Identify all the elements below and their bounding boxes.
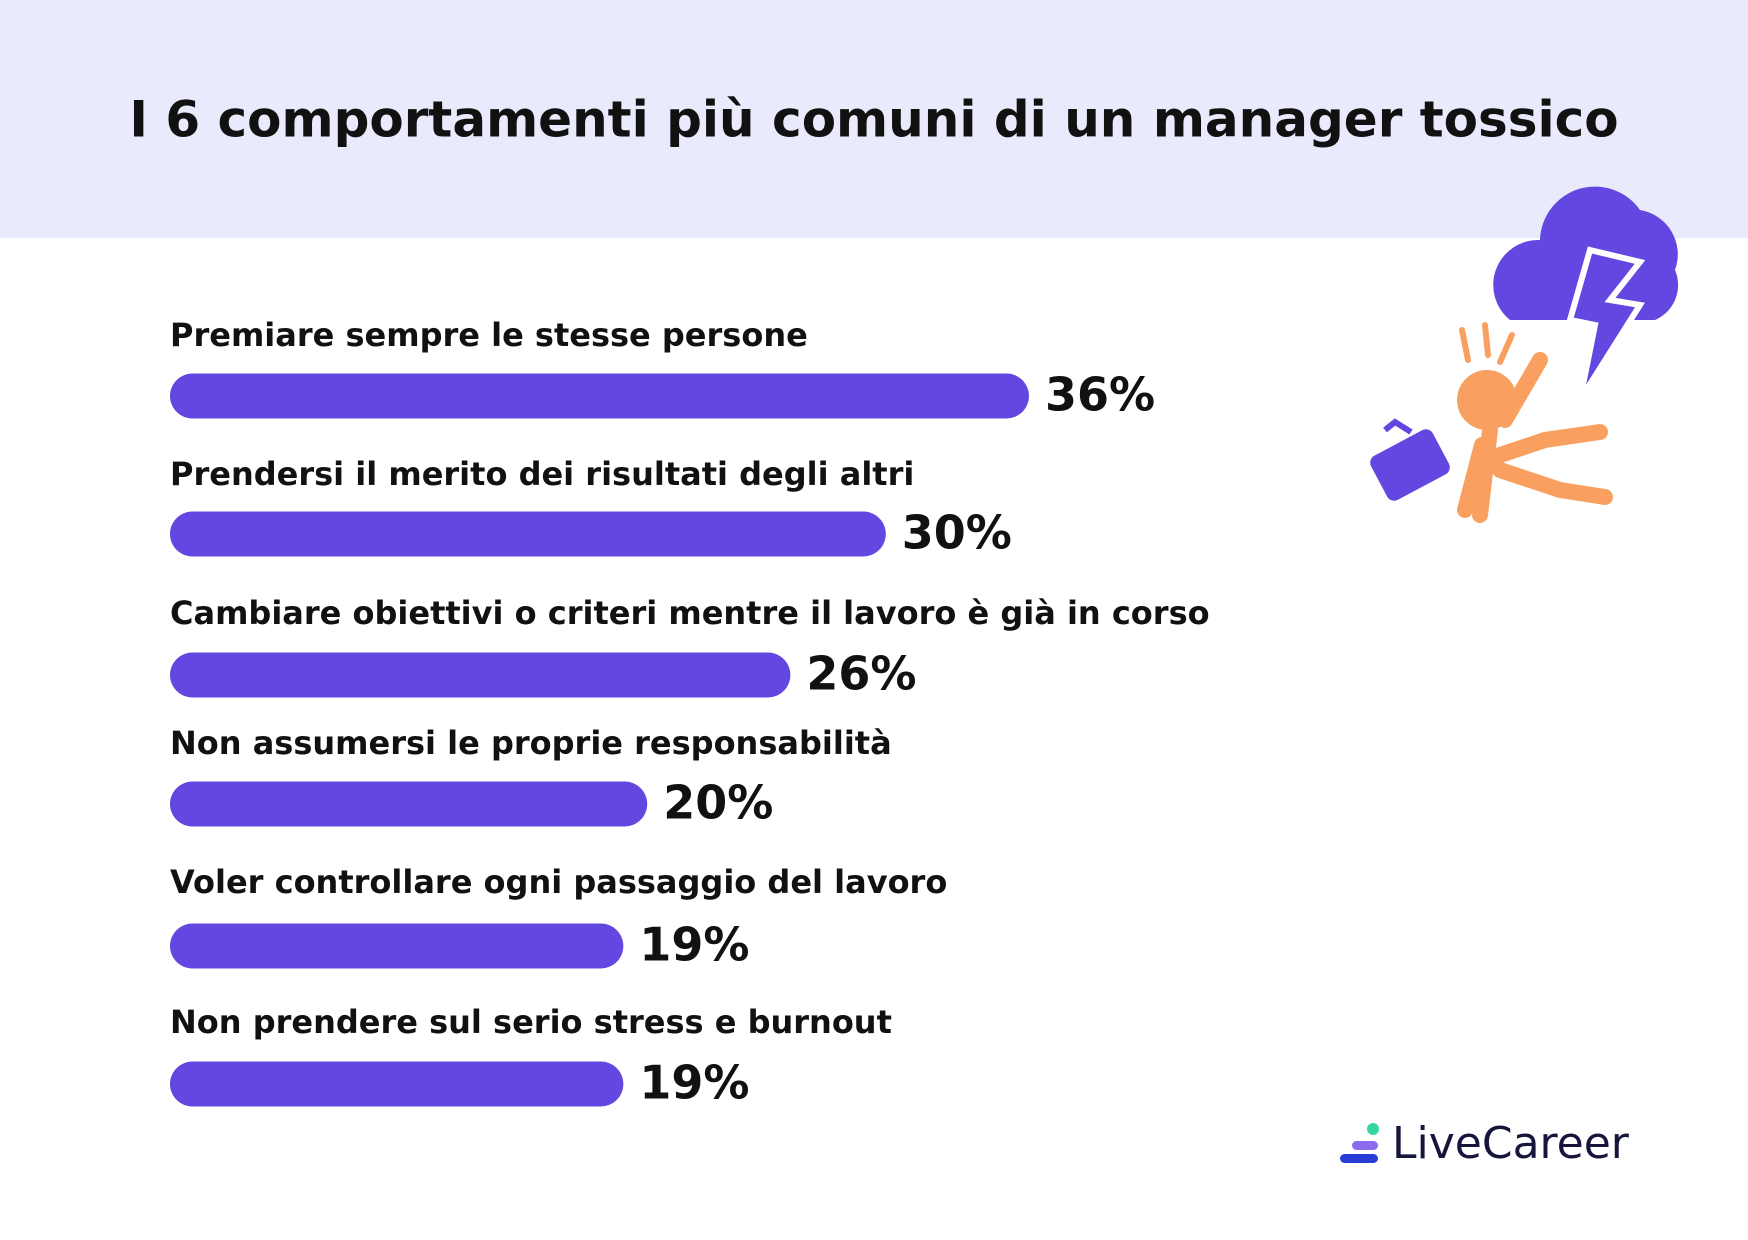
value-label: 36% bbox=[1045, 368, 1155, 422]
value-label: 26% bbox=[806, 647, 916, 701]
illustration bbox=[1370, 186, 1679, 523]
category-label: Cambiare obiettivi o criteri mentre il l… bbox=[170, 594, 1210, 632]
bar bbox=[170, 781, 648, 827]
bar bbox=[170, 923, 624, 969]
logo-text: LiveCareer bbox=[1392, 1118, 1630, 1169]
category-label: Voler controllare ogni passaggio del lav… bbox=[170, 863, 947, 901]
logo-icon bbox=[1340, 1123, 1379, 1163]
value-label: 20% bbox=[663, 776, 773, 830]
header-band bbox=[0, 0, 1748, 238]
bar bbox=[170, 511, 886, 557]
bar bbox=[170, 373, 1029, 419]
category-label: Prendersi il merito dei risultati degli … bbox=[170, 455, 914, 493]
bar bbox=[170, 652, 791, 698]
value-label: 19% bbox=[639, 1056, 749, 1110]
value-label: 30% bbox=[902, 506, 1012, 560]
category-label: Non prendere sul serio stress e burnout bbox=[170, 1003, 892, 1041]
value-label: 19% bbox=[639, 918, 749, 972]
bar bbox=[170, 1061, 624, 1107]
category-label: Non assumersi le proprie responsabilità bbox=[170, 724, 892, 762]
category-label: Premiare sempre le stesse persone bbox=[170, 316, 808, 354]
chart-title: I 6 comportamenti più comuni di un manag… bbox=[129, 91, 1618, 149]
